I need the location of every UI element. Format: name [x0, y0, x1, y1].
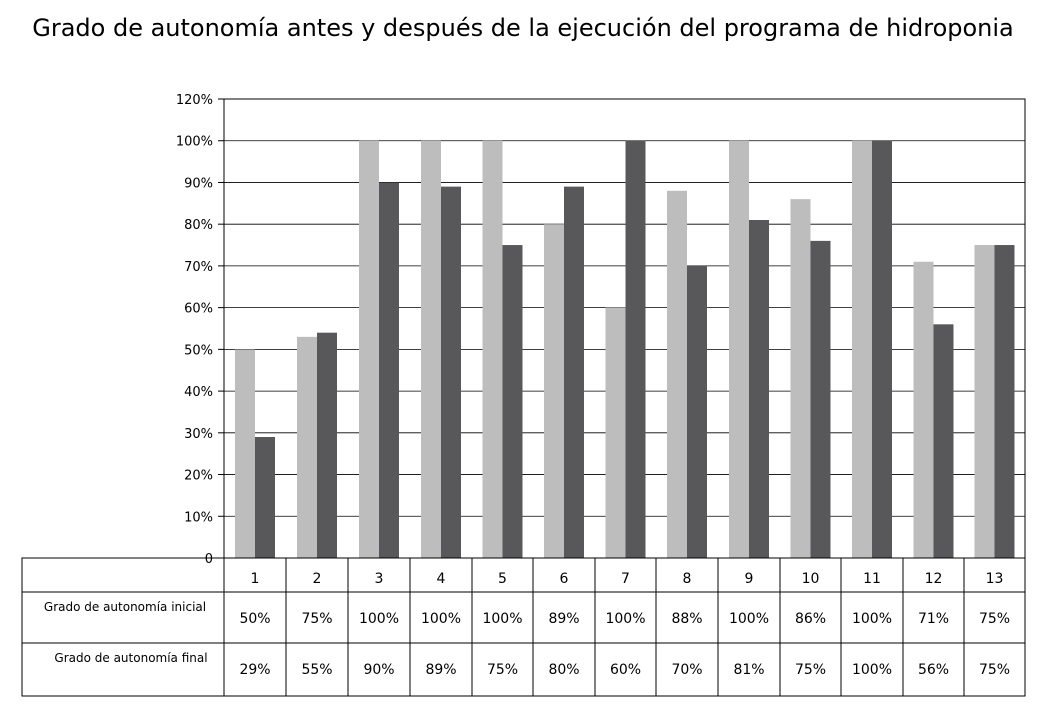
- data-label: 60%: [610, 662, 641, 678]
- data-label: 100%: [605, 611, 645, 627]
- y-tick-label: 40%: [184, 385, 213, 400]
- bar-final: [994, 245, 1015, 558]
- data-label: 81%: [733, 662, 764, 678]
- data-label: 88%: [671, 611, 702, 627]
- x-tick-label: 11: [863, 571, 881, 587]
- bar-final: [317, 332, 337, 558]
- y-tick-label: 0: [205, 552, 213, 567]
- bar-final: [564, 186, 584, 559]
- y-tick-label: 20%: [184, 469, 213, 484]
- x-tick-label: 4: [437, 571, 446, 587]
- x-tick-label: 2: [313, 571, 322, 587]
- y-tick-label: 70%: [184, 260, 213, 275]
- x-tick-label: 6: [560, 571, 569, 587]
- data-label: 56%: [918, 662, 949, 678]
- y-tick-label: 90%: [184, 176, 213, 191]
- x-tick-label: 5: [498, 571, 507, 587]
- bar-inicial: [421, 140, 441, 558]
- data-label: 75%: [487, 662, 518, 678]
- bar-inicial: [235, 349, 255, 558]
- data-label: 75%: [979, 611, 1010, 627]
- bar-inicial: [729, 140, 749, 558]
- x-tick-label: 12: [925, 571, 943, 587]
- chart-title: Grado de autonomía antes y después de la…: [32, 14, 1014, 42]
- bar-inicial: [297, 336, 317, 558]
- bar-inicial: [852, 140, 872, 558]
- table-row-label: Grado de autonomía final: [54, 651, 207, 665]
- y-tick-label: 80%: [184, 218, 213, 233]
- y-tick-label: 60%: [184, 302, 213, 317]
- bar-inicial: [974, 245, 995, 558]
- x-tick-label: 9: [745, 571, 754, 587]
- bar-final: [749, 220, 769, 558]
- bar-final: [625, 140, 646, 558]
- bar-final: [687, 265, 707, 558]
- bar-final: [933, 324, 954, 558]
- table-row-label: Grado de autonomía inicial: [44, 600, 206, 614]
- bar-final: [379, 182, 399, 559]
- y-tick-label: 50%: [184, 343, 213, 358]
- data-label: 80%: [548, 662, 579, 678]
- x-tick-label: 7: [621, 571, 630, 587]
- bar-inicial: [482, 140, 503, 558]
- y-tick-label: 100%: [176, 135, 213, 150]
- data-label: 100%: [852, 611, 892, 627]
- x-tick-label: 3: [375, 571, 384, 587]
- bar-inicial: [359, 140, 379, 558]
- bar-inicial: [790, 199, 811, 559]
- bar-inicial: [913, 261, 934, 558]
- data-table-frame: [21, 557, 1026, 697]
- data-label: 89%: [425, 662, 456, 678]
- data-label: 89%: [548, 611, 579, 627]
- data-label: 50%: [239, 611, 270, 627]
- data-label: 100%: [729, 611, 769, 627]
- bar-inicial: [544, 224, 564, 558]
- data-label: 100%: [482, 611, 522, 627]
- bar-final: [441, 186, 461, 559]
- x-tick-label: 10: [802, 571, 820, 587]
- data-label: 100%: [359, 611, 399, 627]
- data-label: 55%: [301, 662, 332, 678]
- bar-final: [810, 240, 831, 558]
- data-label: 75%: [979, 662, 1010, 678]
- bar-final: [255, 436, 275, 558]
- x-tick-label: 8: [683, 571, 692, 587]
- data-label: 75%: [795, 662, 826, 678]
- data-label: 75%: [301, 611, 332, 627]
- bar-final: [502, 245, 523, 558]
- y-tick-label: 30%: [184, 427, 213, 442]
- data-label: 90%: [363, 662, 394, 678]
- bar-inicial: [667, 190, 687, 559]
- data-label: 70%: [671, 662, 702, 678]
- y-tick-label: 10%: [184, 510, 213, 525]
- bar-final: [872, 140, 892, 558]
- data-label: 71%: [918, 611, 949, 627]
- x-tick-label: 1: [251, 571, 260, 587]
- data-label: 86%: [795, 611, 826, 627]
- data-label: 100%: [421, 611, 461, 627]
- data-label: 100%: [852, 662, 892, 678]
- data-label: 29%: [239, 662, 270, 678]
- bar-inicial: [605, 307, 626, 558]
- x-tick-label: 13: [986, 571, 1004, 587]
- y-tick-label: 120%: [176, 93, 213, 108]
